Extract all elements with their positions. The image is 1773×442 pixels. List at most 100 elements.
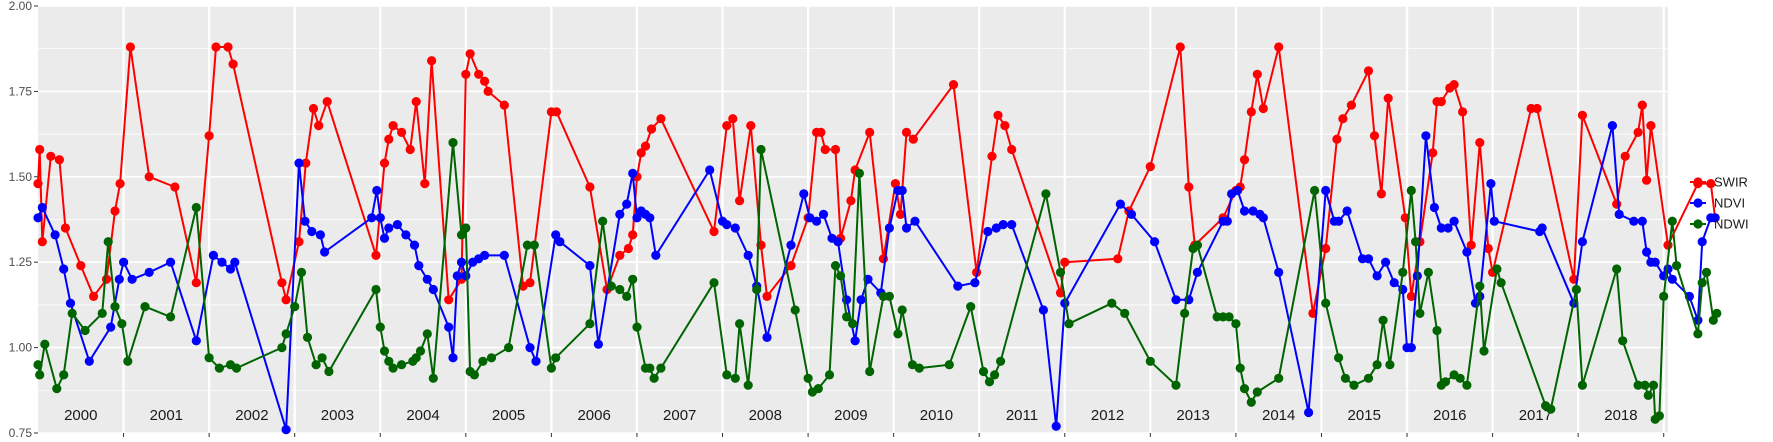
- data-point-swir: [371, 250, 381, 260]
- data-point-ndwi: [1411, 237, 1421, 247]
- data-point-ndwi: [1697, 278, 1707, 288]
- data-point-swir: [1532, 103, 1542, 114]
- data-point-ndvi: [632, 213, 642, 223]
- data-point-ndwi: [598, 216, 608, 226]
- data-point-ndwi: [1041, 189, 1051, 199]
- year-label: 2006: [577, 407, 610, 424]
- data-point-swir: [211, 42, 221, 52]
- data-point-ndwi: [486, 353, 497, 363]
- data-point-ndwi: [606, 281, 616, 291]
- data-point-swir: [1383, 93, 1393, 103]
- data-point-ndvi: [414, 261, 424, 271]
- data-point-ndvi: [1449, 216, 1459, 226]
- year-label: 2018: [1604, 407, 1637, 424]
- data-point-ndwi: [1239, 384, 1250, 394]
- data-point-swir: [525, 278, 535, 288]
- data-point-ndwi: [649, 373, 659, 383]
- data-point-ndvi: [856, 295, 866, 305]
- data-point-swir: [1475, 138, 1485, 148]
- data-point-ndwi: [1252, 387, 1262, 397]
- data-point-ndwi: [33, 360, 43, 370]
- data-point-ndwi: [422, 329, 432, 339]
- data-point-ndwi: [1246, 397, 1256, 407]
- data-point-ndwi: [1192, 240, 1202, 250]
- data-point-swir: [1274, 42, 1284, 52]
- data-point-swir: [1663, 240, 1673, 250]
- data-point-ndwi: [529, 240, 539, 250]
- data-point-ndwi: [191, 202, 201, 213]
- data-point-ndwi: [709, 278, 719, 288]
- data-point-swir: [709, 226, 719, 237]
- data-point-ndwi: [1398, 267, 1408, 277]
- data-point-ndwi: [1612, 264, 1622, 274]
- data-point-ndwi: [40, 339, 50, 349]
- x-axis: [123, 433, 1665, 437]
- data-point-swir: [294, 237, 304, 247]
- data-point-swir: [1612, 199, 1622, 209]
- data-point-ndvi: [1239, 206, 1250, 216]
- data-point-ndwi: [166, 312, 176, 322]
- data-point-ndvi: [480, 250, 490, 260]
- data-point-swir: [1483, 243, 1493, 254]
- data-point-ndwi: [214, 363, 224, 373]
- year-label: 2008: [749, 407, 782, 424]
- data-point-swir: [1436, 97, 1446, 107]
- data-point-ndvi: [1629, 216, 1639, 226]
- data-point-ndwi: [1577, 380, 1587, 390]
- data-point-swir: [204, 131, 214, 141]
- data-point-ndwi: [1432, 325, 1442, 336]
- data-point-ndvi: [1489, 216, 1499, 226]
- year-label: 2015: [1348, 407, 1381, 424]
- data-point-ndwi: [628, 274, 638, 284]
- data-point-swir: [37, 237, 47, 247]
- data-point-ndvi: [315, 230, 325, 240]
- data-point-ndwi: [1654, 411, 1664, 421]
- data-point-ndvi: [953, 281, 963, 291]
- data-point-ndvi: [833, 237, 843, 247]
- year-label: 2007: [663, 407, 696, 424]
- data-point-swir: [636, 148, 646, 158]
- data-point-ndvi: [722, 220, 732, 230]
- data-point-ndwi: [415, 346, 426, 356]
- data-point-ndvi: [230, 257, 240, 267]
- data-point-ndvi: [1650, 257, 1660, 267]
- data-point-ndvi: [1115, 199, 1125, 209]
- data-point-ndwi: [752, 284, 762, 295]
- data-point-ndwi: [448, 138, 458, 148]
- data-point-ndvi: [1342, 206, 1352, 216]
- year-label: 2016: [1433, 407, 1466, 424]
- data-point-swir: [1642, 175, 1652, 185]
- data-point-ndvi: [762, 332, 772, 342]
- data-point-ndwi: [1618, 336, 1628, 346]
- data-point-ndvi: [225, 264, 236, 274]
- data-point-ndvi: [33, 213, 43, 223]
- data-point-ndvi: [384, 223, 394, 233]
- y-tick-label: 1.25: [9, 255, 33, 269]
- data-point-swir: [1321, 243, 1331, 254]
- data-point-ndvi: [1537, 223, 1547, 233]
- data-point-ndwi: [1708, 315, 1718, 325]
- data-point-ndvi: [1051, 421, 1061, 431]
- data-point-ndwi: [803, 373, 813, 383]
- data-point-ndwi: [1378, 315, 1388, 325]
- data-point-swir: [405, 144, 415, 155]
- data-point-ndvi: [114, 274, 124, 284]
- data-point-ndvi: [1334, 216, 1344, 226]
- data-point-swir: [1246, 107, 1256, 117]
- data-point-ndwi: [1423, 267, 1433, 277]
- legend-key-point: [1693, 219, 1703, 229]
- data-point-ndwi: [461, 223, 471, 233]
- data-point-ndwi: [984, 377, 995, 387]
- data-point-ndwi: [1406, 185, 1416, 196]
- data-point-swir: [115, 179, 125, 189]
- data-point-ndwi: [1693, 329, 1703, 339]
- data-point-ndwi: [824, 370, 835, 380]
- data-point-swir: [1637, 100, 1647, 110]
- data-point-swir: [1458, 107, 1468, 117]
- data-point-ndwi: [1224, 312, 1234, 322]
- data-point-swir: [1175, 42, 1185, 52]
- data-point-ndwi: [830, 261, 841, 271]
- data-point-swir: [1184, 182, 1194, 192]
- data-point-ndwi: [907, 360, 918, 370]
- data-point-ndwi: [1235, 363, 1245, 373]
